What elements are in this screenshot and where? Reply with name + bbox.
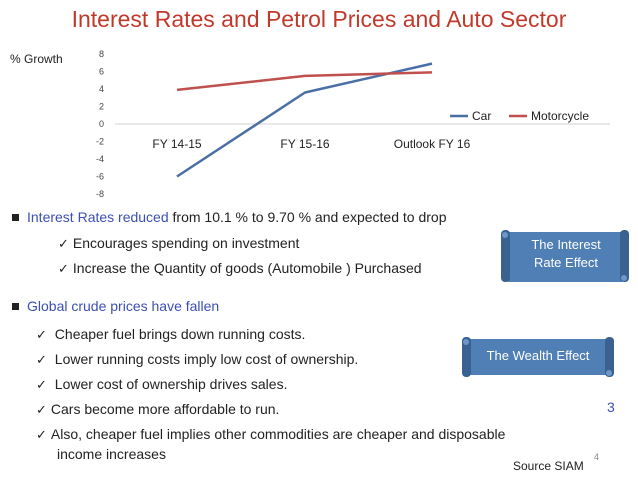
y-tick-label: -2 <box>96 137 104 147</box>
y-tick-label: 4 <box>99 84 104 94</box>
crude-item-3: ✓ Lower cost of ownership drives sales. <box>36 376 287 393</box>
wealth-effect-label: The Wealth Effect <box>486 348 590 363</box>
crude-item-4: ✓ Cars become more affordable to run. <box>36 401 279 418</box>
checkmark-icon: ✓ <box>36 428 47 443</box>
square-bullet-icon <box>12 213 19 221</box>
line-chart: 8 6 4 2 0 -2 -4 -6 -8 FY 14-15 FY 15-16 Outlook FY … <box>96 49 610 199</box>
interest-item-text: Increase the Quantity of goods (Automobi… <box>72 260 422 276</box>
crude-item-5-cont: income increases <box>57 446 166 462</box>
y-tick-label: 6 <box>99 67 104 77</box>
slide-title: Interest Rates and Petrol Prices and Aut… <box>71 6 567 32</box>
interest-heading-blue: Interest Rates reduced <box>27 209 169 225</box>
page-number: 4 <box>594 452 600 462</box>
crude-heading: Global crude prices have fallen <box>27 298 220 314</box>
legend-label: Motorcycle <box>531 109 589 123</box>
source-note: Source SIAM <box>513 459 584 473</box>
y-tick-label: 0 <box>99 119 104 129</box>
x-tick-label: FY 14-15 <box>152 137 201 151</box>
y-tick-label: -4 <box>96 154 104 164</box>
y-tick-label: -6 <box>96 172 104 182</box>
bullet-crude-prices: Global crude prices have fallen <box>12 298 219 314</box>
square-bullet-icon <box>12 302 19 310</box>
interest-heading-rest: from 10.1 % to 9.70 % and expected to dr… <box>168 209 447 225</box>
y-tick-label: -8 <box>96 189 104 199</box>
interest-item-1: ✓ Encourages spending on investment <box>58 235 299 252</box>
interest-scroll-icon <box>501 230 629 282</box>
series-line-car <box>176 62 433 178</box>
crude-item-text: Cheaper fuel brings down running costs. <box>54 326 306 342</box>
crude-item-1: ✓ Cheaper fuel brings down running costs… <box>36 326 305 343</box>
callout-line: The Interest <box>531 237 601 252</box>
checkmark-icon: ✓ <box>36 328 47 343</box>
y-tick-label: 8 <box>99 49 104 59</box>
crude-item-2: ✓ Lower running costs imply low cost of … <box>36 351 358 368</box>
checkmark-icon: ✓ <box>58 262 69 277</box>
marker-number: 3 <box>607 399 615 415</box>
wealth-scroll-icon <box>462 337 614 377</box>
x-tick-label: FY 15-16 <box>280 137 329 151</box>
legend-label: Car <box>472 109 491 123</box>
crude-item-text: Cars become more affordable to run. <box>50 401 280 417</box>
checkmark-icon: ✓ <box>58 237 69 252</box>
interest-item-2: ✓ Increase the Quantity of goods (Automob… <box>58 260 422 277</box>
y-tick-label: 2 <box>99 102 104 112</box>
checkmark-icon: ✓ <box>36 378 47 393</box>
callout-line: Rate Effect <box>533 255 599 270</box>
crude-item-text: Lower cost of ownership drives sales. <box>54 376 288 392</box>
y-axis-label: % Growth <box>10 52 63 66</box>
crude-item-text: Also, cheaper fuel implies other commodi… <box>50 426 506 442</box>
bullet-interest-rates: Interest Rates reduced from 10.1 % to 9.… <box>12 209 446 225</box>
x-tick-label: Outlook FY 16 <box>394 137 471 151</box>
interest-rate-effect-label: The Interest Rate Effect <box>510 236 622 272</box>
interest-item-text: Encourages spending on investment <box>72 235 300 251</box>
crude-item-5: ✓ Also, cheaper fuel implies other commod… <box>36 426 505 443</box>
checkmark-icon: ✓ <box>36 353 47 368</box>
crude-item-text: Lower running costs imply low cost of ow… <box>54 351 359 367</box>
checkmark-icon: ✓ <box>36 403 47 418</box>
series-line-motorcycle <box>176 71 433 92</box>
